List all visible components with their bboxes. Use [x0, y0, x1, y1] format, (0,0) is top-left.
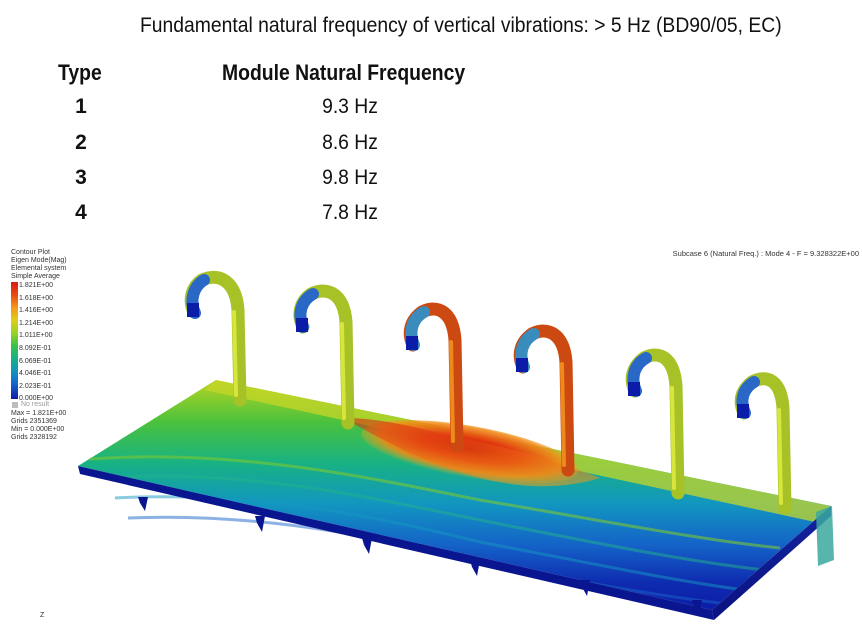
support-brackets — [138, 497, 702, 616]
stat-line: Max = 1.821E+00 — [11, 410, 67, 417]
axis-triad-label: Z — [40, 612, 45, 619]
legend-header-line: Simple Average — [11, 273, 60, 280]
row-type: 3 — [75, 166, 87, 189]
legend-header-line: Elemental system — [11, 265, 67, 272]
scale-value: 2.023E-01 — [19, 382, 52, 390]
scale-value: 6.069E-01 — [19, 357, 52, 365]
table-row: 4 7.8 Hz — [0, 201, 600, 231]
table-row: 1 9.3 Hz — [0, 95, 600, 125]
row-frequency: 7.8 Hz — [322, 201, 378, 224]
header-type: Type — [58, 60, 102, 85]
hanger-arch — [625, 348, 685, 500]
scale-value: 4.046E-01 — [19, 370, 52, 378]
stat-line: Grids 2351369 — [11, 418, 57, 425]
scale-value: 1.214E+00 — [19, 319, 54, 327]
hanger-arch — [293, 284, 355, 430]
stat-line: Grids 2328192 — [11, 434, 57, 441]
scale-value: 0.000E+00 — [19, 395, 54, 403]
row-frequency: 9.8 Hz — [322, 166, 378, 189]
row-type: 2 — [75, 131, 87, 154]
row-frequency: 9.3 Hz — [322, 95, 378, 118]
scale-value: 1.011E+00 — [19, 332, 53, 340]
legend-header-line: Contour Plot — [11, 249, 50, 256]
subcase-label: Subcase 6 (Natural Freq.) : Mode 4 - F =… — [672, 249, 859, 258]
hanger-arches — [184, 270, 792, 515]
table-row: 3 9.8 Hz — [0, 166, 600, 196]
contour-legend: Contour Plot Eigen Mode(Mag) Elemental s… — [11, 249, 101, 459]
frequency-table: Type Module Natural Frequency 1 9.3 Hz 2… — [0, 60, 600, 230]
headline: Fundamental natural frequency of vertica… — [140, 14, 782, 37]
scale-value: 1.821E+00 — [19, 282, 54, 289]
row-frequency: 8.6 Hz — [322, 131, 378, 154]
header-frequency: Module Natural Frequency — [222, 60, 466, 85]
no-result-swatch — [12, 402, 18, 408]
no-result-entry: No result — [11, 401, 101, 410]
row-type: 1 — [75, 95, 87, 118]
hanger-arch — [513, 324, 575, 477]
hanger-arch — [184, 270, 247, 407]
scale-value: 1.618E+00 — [19, 294, 54, 302]
hanger-arch — [403, 302, 464, 453]
scale-value: 8.092E-01 — [19, 345, 52, 352]
hanger-arch — [734, 372, 792, 515]
table-row: 2 8.6 Hz — [0, 131, 600, 161]
legend-header-line: Eigen Mode(Mag) — [11, 257, 67, 264]
color-scale-bar — [11, 282, 18, 399]
scale-value: 1.416E+00 — [19, 307, 54, 315]
legend-stats: Max = 1.821E+00 Grids 2351369 Min = 0.00… — [11, 410, 101, 442]
no-result-label: No result — [21, 401, 50, 408]
legend-header: Contour Plot Eigen Mode(Mag) Elemental s… — [11, 249, 101, 281]
contour-scale: 1.821E+00 1.618E+00 1.416E+00 1.214E+00 … — [11, 282, 101, 402]
row-type: 4 — [75, 201, 87, 224]
stat-line: Min = 0.000E+00 — [11, 426, 65, 433]
